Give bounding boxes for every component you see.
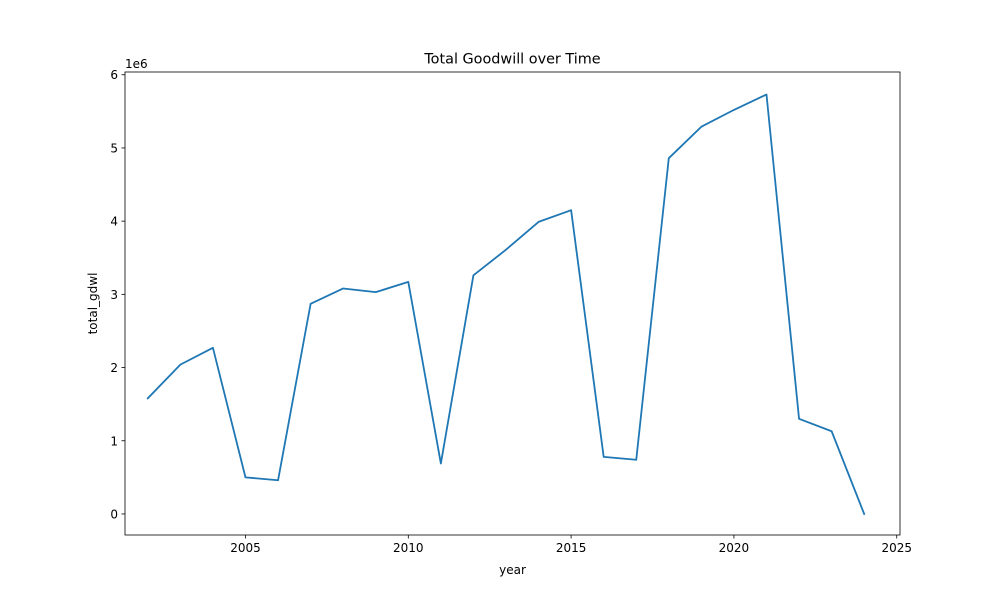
data-point — [440, 462, 442, 465]
data-point — [179, 364, 181, 366]
y-axis: 0 1 2 3 4 5 6 — [110, 68, 125, 521]
y-tick-label: 5 — [110, 141, 118, 155]
data-point — [798, 418, 800, 420]
x-tick-label: 2005 — [230, 541, 261, 555]
chart-title: Total Goodwill over Time — [423, 52, 600, 68]
data-point — [342, 287, 344, 290]
y-offset-label: 1e6 — [125, 57, 148, 71]
data-point — [505, 249, 507, 251]
data-point — [765, 93, 768, 96]
y-tick-label: 2 — [110, 361, 118, 375]
y-tick-label: 3 — [110, 288, 118, 302]
data-point — [603, 456, 605, 458]
data-point — [537, 221, 540, 223]
x-tick-label: 2010 — [393, 541, 424, 555]
plot-area — [146, 93, 866, 516]
y-tick-label: 1 — [110, 434, 118, 448]
data-point — [700, 126, 702, 128]
x-tick-label: 2020 — [719, 541, 750, 555]
x-axis: 2005 2010 2015 2020 2025 — [230, 535, 912, 555]
data-point — [863, 513, 865, 515]
data-point — [635, 459, 637, 461]
x-tick-label: 2015 — [556, 541, 587, 555]
data-point — [310, 303, 312, 305]
x-tick-label: 2025 — [881, 541, 912, 555]
data-point — [570, 209, 572, 211]
data-point — [733, 109, 735, 111]
y-tick-label: 4 — [110, 215, 118, 229]
x-axis-label: year — [499, 563, 526, 577]
data-point — [831, 430, 833, 432]
y-axis-label: total_gdwl — [86, 273, 100, 335]
data-point — [407, 281, 409, 283]
data-point — [212, 347, 214, 349]
y-tick-label: 6 — [110, 68, 118, 82]
data-point — [244, 476, 247, 478]
data-point — [668, 157, 670, 159]
data-point — [277, 479, 279, 481]
y-tick-label: 0 — [110, 507, 118, 521]
data-point — [472, 274, 475, 276]
axes-frame — [124, 71, 901, 536]
data-point — [147, 397, 149, 399]
data-point — [375, 291, 377, 293]
